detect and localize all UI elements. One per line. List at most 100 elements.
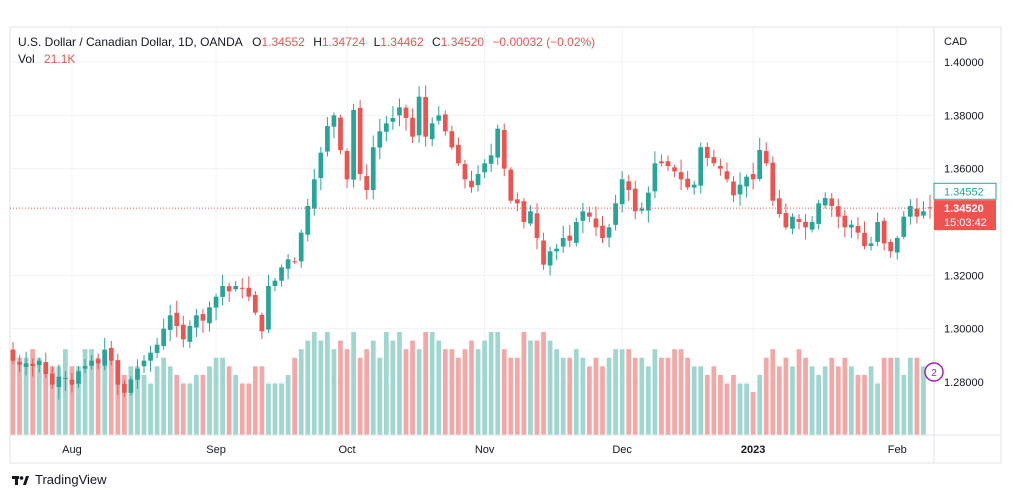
volume-bar [174,374,180,435]
candle-body [246,287,252,297]
y-tick-label: 1.40000 [944,57,984,69]
candle-body [914,208,920,217]
candle-body [436,115,442,121]
candle-body [587,212,592,217]
tradingview-brand[interactable]: TradingView [12,472,107,487]
volume-bar [220,357,225,435]
volume-bar [410,340,415,435]
candle-body [927,207,933,209]
candle-body [475,174,481,186]
candle-body [259,314,265,332]
candle-body [469,180,474,188]
volume-bar [613,349,618,435]
volume-bar [63,349,68,435]
candle-body [383,123,389,132]
candle-body [377,131,383,148]
volume-bar [672,349,677,435]
candle-body [292,261,298,263]
x-tick-label: 2023 [741,444,765,456]
volume-bar [803,357,808,435]
volume-bar [298,349,304,435]
volume-bar [292,357,298,435]
candle-body [495,128,501,158]
volume-bar [514,357,520,435]
volume-bar [397,332,402,435]
volume-bar [36,357,42,435]
candle-body [770,162,776,201]
x-tick-label: Nov [475,444,495,456]
candle-body [711,157,717,164]
candle-body [121,383,127,393]
volume-bar [266,383,271,435]
candle-body [239,287,245,289]
candle-body [442,114,448,132]
overlay-toggle-button[interactable]: 2 [924,362,944,382]
candle-body [167,315,173,330]
volume-bar [907,357,913,435]
volume-bar [383,332,389,435]
y-tick-label: 1.36000 [944,164,984,176]
open-label: O [252,35,262,49]
volume-bar [829,357,835,435]
candle-body [796,219,802,222]
candle-body [508,169,514,201]
volume-bar [816,374,822,435]
volume-bar [121,374,127,435]
volume-bar [835,366,841,435]
low-value: 1.34462 [380,35,424,49]
volume-bar [619,349,625,435]
volume-bar [423,332,429,435]
volume-bar [796,349,802,435]
volume-bar [704,374,710,435]
volume-bar [809,366,815,435]
volume-bar [862,374,867,435]
candle-body [816,203,822,224]
open-value: 1.34552 [261,35,305,49]
candle-body [148,352,153,361]
volume-bar [606,357,612,435]
legend-ohlc: U.S. Dollar / Canadian Dollar, 1D, OANDA… [18,35,595,49]
volume-bar [580,357,586,435]
open-price-tag-label: 1.34552 [944,186,984,198]
candle-body [698,147,704,186]
volume-bar [875,383,880,435]
volume-bar [888,357,894,435]
volume-bar [554,349,560,435]
volume-bar [377,357,383,435]
candle-body [573,222,579,243]
volume-bar [475,349,481,435]
volume-bars [10,332,926,435]
candle-body [390,118,396,122]
volume-bar [790,366,795,435]
candle-body [364,176,370,190]
candle-body [207,307,212,324]
y-tick-label: 1.32000 [944,270,984,282]
volume-bar [43,366,49,435]
candle-body [305,206,311,235]
volume-bar [10,349,16,435]
volume-bar [593,357,599,435]
volume-bar [547,340,553,435]
candle-body [233,286,239,290]
volume-bar [108,349,114,435]
symbol-title[interactable]: U.S. Dollar / Canadian Dollar, 1D, OANDA [18,35,243,49]
volume-bar [239,383,245,435]
volume-label: Vol [18,52,35,66]
candle-body [220,286,225,297]
volume-bar [842,357,848,435]
volume-bar [102,349,108,435]
volume-bar [488,332,494,435]
volume-bar [49,366,55,435]
candle-body [36,360,42,366]
volume-bar [226,366,232,435]
price-axis: 1.40000 1.38000 1.36000 1.32000 1.30000 1.280… [944,57,984,389]
candle-body [226,286,232,292]
x-tick-label: Oct [338,444,355,456]
candle-body [619,179,625,205]
candle-body [691,184,697,188]
volume-bar [95,357,101,435]
high-label: H [313,35,322,49]
candle-body [560,238,566,247]
volume-bar [894,357,900,435]
